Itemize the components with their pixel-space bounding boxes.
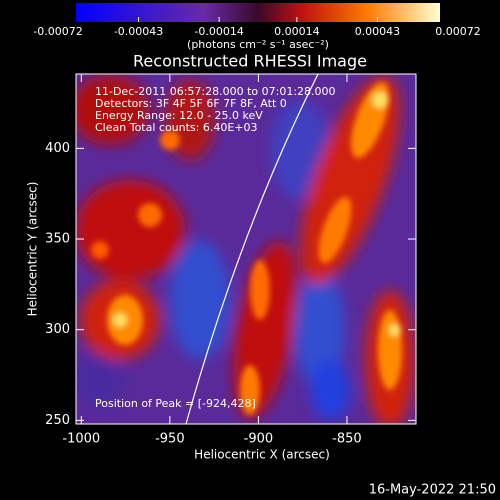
y-tick-label: 300 xyxy=(45,322,70,337)
plot-frame xyxy=(75,73,417,425)
colorbar-tick-label: 0.00072 xyxy=(435,25,481,38)
peak-label: Position of Peak = [-924,428] xyxy=(95,397,256,410)
heatmap-image xyxy=(76,74,416,424)
annotation: Detectors: 3F 4F 5F 6F 7F 8F, Att 0 xyxy=(95,97,287,110)
chart-title: Reconstructed RHESSI Image xyxy=(133,52,367,71)
colorbar-tick-label: -0.00014 xyxy=(194,25,243,38)
y-axis-label: Heliocentric Y (arcsec) xyxy=(26,182,40,317)
colorbar-unit: (photons cm⁻² s⁻¹ asec⁻²) xyxy=(187,38,329,51)
x-tick-label: -950 xyxy=(155,432,185,447)
annotation: Clean Total counts: 6.40E+03 xyxy=(95,121,258,134)
y-tick-label: 250 xyxy=(45,413,70,428)
x-tick-label: -900 xyxy=(244,432,274,447)
colorbar-tick-label: 0.00043 xyxy=(355,25,401,38)
y-tick-label: 350 xyxy=(45,232,70,247)
timestamp: 16-May-2022 21:50 xyxy=(369,483,496,498)
colorbar-tick-label: -0.00072 xyxy=(33,25,82,38)
colorbar-tick-label: -0.00043 xyxy=(114,25,163,38)
colorbar-tick-label: 0.00014 xyxy=(274,25,320,38)
annotation: Energy Range: 12.0 - 25.0 keV xyxy=(95,109,263,122)
y-tick-label: 400 xyxy=(45,141,70,156)
annotation: 11-Dec-2011 06:57:28.000 to 07:01:28.000 xyxy=(95,85,336,98)
x-axis-label: Heliocentric X (arcsec) xyxy=(194,448,330,462)
colorbar xyxy=(76,3,440,22)
x-tick-label: -1000 xyxy=(62,432,100,447)
x-tick-label: -850 xyxy=(332,432,362,447)
